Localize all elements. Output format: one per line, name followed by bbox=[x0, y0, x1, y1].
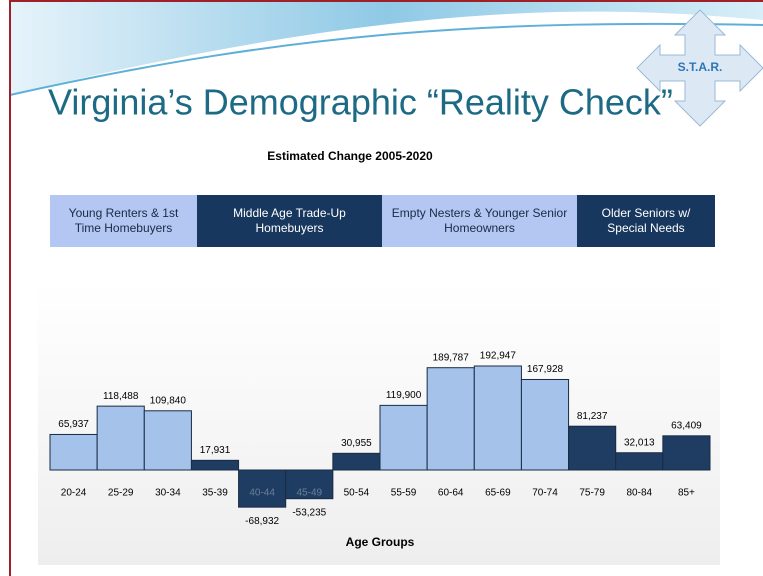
x-tick-label: 80-84 bbox=[626, 488, 652, 499]
x-tick-label: 65-69 bbox=[485, 488, 511, 499]
logo: S.T.A.R. bbox=[678, 60, 723, 74]
group-box: Empty Nesters & Younger Senior Homeowner… bbox=[382, 195, 577, 247]
value-label: 119,900 bbox=[386, 390, 422, 401]
value-label: 81,237 bbox=[577, 411, 608, 422]
bar bbox=[568, 425, 617, 471]
group-box: Middle Age Trade-Up Homebuyers bbox=[197, 195, 382, 247]
x-tick-label: 70-74 bbox=[532, 488, 558, 499]
x-tick-label: 50-54 bbox=[344, 488, 370, 499]
header-line bbox=[9, 22, 763, 96]
group-box: Older Seniors w/ Special Needs bbox=[577, 195, 715, 247]
bar bbox=[662, 435, 711, 471]
bar bbox=[473, 365, 522, 471]
x-tick-label: 55-59 bbox=[391, 488, 417, 499]
bar bbox=[96, 405, 145, 471]
x-tick-label: 60-64 bbox=[438, 488, 464, 499]
value-label: 109,840 bbox=[150, 395, 187, 406]
x-tick-label: 25-29 bbox=[108, 488, 134, 499]
header-wave bbox=[10, 0, 763, 95]
bar bbox=[285, 469, 334, 500]
x-tick-label: 45-49 bbox=[296, 488, 322, 499]
bar bbox=[332, 452, 381, 471]
bar bbox=[379, 404, 428, 471]
value-label: 63,409 bbox=[671, 420, 702, 431]
bar bbox=[49, 433, 98, 471]
value-label: 118,488 bbox=[103, 391, 139, 402]
bar bbox=[190, 459, 240, 471]
value-label: 65,937 bbox=[58, 419, 89, 430]
bar bbox=[143, 410, 192, 471]
x-tick-label: 40-44 bbox=[249, 488, 275, 499]
value-label: 17,931 bbox=[200, 445, 231, 456]
value-label: 189,787 bbox=[433, 352, 470, 363]
x-axis-label: Age Groups bbox=[346, 535, 415, 549]
value-label: -68,932 bbox=[245, 516, 279, 527]
bar bbox=[615, 452, 664, 471]
value-label: 32,013 bbox=[624, 437, 655, 448]
x-tick-label: 75-79 bbox=[579, 488, 605, 499]
bar bbox=[520, 378, 570, 471]
bar bbox=[426, 367, 475, 471]
x-tick-label: 20-24 bbox=[61, 488, 87, 499]
x-tick-label: 85+ bbox=[678, 488, 695, 499]
value-label: -53,235 bbox=[292, 507, 326, 518]
group-box: Young Renters & 1st Time Homebuyers bbox=[50, 195, 197, 247]
value-label: 30,955 bbox=[341, 438, 372, 449]
chart-subtitle: Estimated Change 2005-2020 bbox=[267, 149, 433, 163]
logo-shape bbox=[636, 9, 763, 127]
chart-title: Virginia’s Demographic “Reality Check” bbox=[48, 82, 673, 123]
value-label: 167,928 bbox=[527, 364, 564, 375]
x-tick-label: 30-34 bbox=[155, 488, 181, 499]
x-tick-label: 35-39 bbox=[202, 488, 228, 499]
value-label: 192,947 bbox=[480, 351, 517, 362]
